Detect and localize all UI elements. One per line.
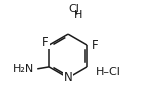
Text: F: F <box>92 39 99 52</box>
Text: H₂N: H₂N <box>13 64 34 74</box>
Text: H–Cl: H–Cl <box>96 67 121 77</box>
Text: N: N <box>64 71 72 84</box>
Text: H: H <box>74 10 82 20</box>
Text: F: F <box>42 36 49 49</box>
Text: Cl: Cl <box>68 4 79 14</box>
